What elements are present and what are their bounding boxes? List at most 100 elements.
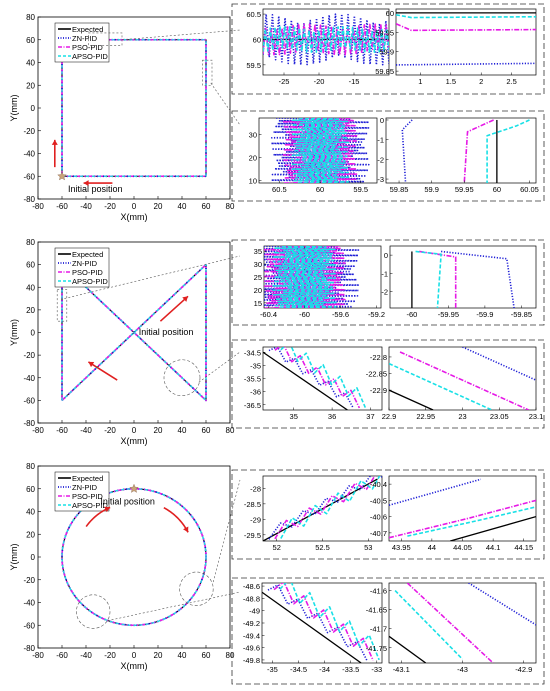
y-tick-label: -28.5 [244,500,261,509]
inset-circle-bottom: -35 -34.5 -34 -33.5 -33 -48.6 -48.8 -49 -49.2 -49… [243,582,383,674]
y-tick-label: 30 [249,130,257,139]
x-tick-label: -40 [80,651,92,660]
x-tick-label: -59.9 [476,310,493,319]
y-tick-label: -22.9 [370,386,387,395]
x-tick-label: -20 [104,426,116,435]
y-tick-label: 60 [253,35,261,44]
series-apso-pid-line [61,39,207,177]
series-zn-pid-line [462,347,536,381]
y-tick-label: -40.6 [370,513,387,522]
x-tick-label: -34.5 [290,665,307,674]
y-tick-label: -48.8 [243,594,260,603]
y-tick-label: -49.6 [243,644,260,653]
initial-position-label: Initial position [139,327,194,337]
x-tick-label: 40 [178,426,187,435]
x-tick-label: 40 [178,202,187,211]
y-tick-label: 60 [386,9,394,18]
y-axis-label: Y(mm) [9,319,19,346]
zoom-connector-line [212,479,241,583]
x-tick-label: 59.95 [455,185,474,194]
x-tick-label: -43.1 [393,665,410,674]
x-axis-label: X(mm) [121,212,148,222]
series-pso-pid-line [273,583,374,661]
x-tick-label: 44 [428,543,436,552]
y-tick-label: -40 [23,150,35,159]
y-tick-label: 59.5 [246,61,261,70]
zoom-region-right [179,571,214,606]
y-tick-label: -20 [23,576,35,585]
y-tick-label: -60 [23,621,35,630]
legend-label: APSO-PID [72,277,108,286]
x-tick-label: 35 [290,412,298,421]
y-tick-label: -22.8 [370,353,387,362]
legend-label: ZN-PID [72,34,98,43]
inset-plot-area [396,12,536,66]
inset-plot-area [264,246,360,308]
x-tick-label: 52 [273,543,281,552]
x-tick-label: 59.85 [390,185,409,194]
inset-group-frame [231,577,545,685]
y-axis-label: Y(mm) [9,544,19,571]
y-tick-label: 60 [26,485,35,494]
x-tick-label: -43 [457,665,468,674]
y-tick-label: 20 [249,153,257,162]
x-tick-label: -60 [299,310,310,319]
y-tick-label: 60 [26,261,35,270]
y-tick-label: -2 [381,288,388,297]
x-tick-label: 0 [132,202,137,211]
legend-label: APSO-PID [72,501,108,510]
y-tick-label: -40.7 [370,529,387,538]
x-tick-label: 60.5 [272,185,287,194]
legend-label: Expected [72,250,103,259]
x-tick-label: 60.05 [520,185,539,194]
series-zn-pid-line [389,478,482,507]
y-tick-label: -80 [23,419,35,428]
initial-position-label: Initial position [68,184,123,194]
inset-plot-area [263,476,382,541]
legend-label: PSO-PID [72,268,103,277]
y-tick-label: -40.4 [370,480,387,489]
y-tick-label: 40 [26,59,35,68]
x-tick-label: 0 [132,426,137,435]
y-tick-label: -1 [377,136,384,145]
x-tick-label: 1.5 [446,77,456,86]
y-tick-label: -40 [23,599,35,608]
x-tick-label: -40 [80,426,92,435]
x-tick-label: 23.1 [529,412,544,421]
y-tick-label: -36 [250,388,261,397]
series-apso-pid-line [61,488,207,626]
x-tick-label: 44.05 [453,543,472,552]
inset-group-frame [231,110,545,202]
y-tick-label: 15 [254,299,262,308]
y-tick-label: -41.65 [366,606,387,615]
inset-plot-area [411,250,515,308]
y-tick-label: -60 [23,172,35,181]
y-tick-label: 59.9 [379,48,394,57]
y-tick-label: -40.5 [370,496,387,505]
legend-label: APSO-PID [72,52,108,61]
y-tick-label: 20 [26,81,35,90]
series-apso-pid-line [389,362,493,410]
series-pso-pid-line [274,476,376,540]
y-tick-label: 80 [26,13,35,22]
x-tick-label: 53 [364,543,372,552]
inset-frame [262,346,383,411]
inset-plot-area [262,583,380,663]
x-tick-label: 0 [132,651,137,660]
x-tick-label: -80 [32,426,44,435]
inset-plot-area [263,13,389,66]
y-tick-label: 10 [249,177,257,186]
x-tick-label: 80 [226,202,235,211]
x-tick-label: 20 [154,202,163,211]
y-tick-label: -49.8 [243,656,260,665]
inset-circle-bottom-detail: -43.1 -43 -42.9 -41.6 -41.65 -41.7 -41.75 [366,582,537,674]
inset-group-frame [231,3,545,95]
x-tick-label: -59.6 [332,310,349,319]
x-tick-label: 23.05 [490,412,509,421]
x-tick-label: -34 [319,665,330,674]
x-tick-label: -25 [279,77,290,86]
legend-label: Expected [72,474,103,483]
series-apso-pid-line [280,347,367,408]
x-tick-label: 60 [316,185,324,194]
